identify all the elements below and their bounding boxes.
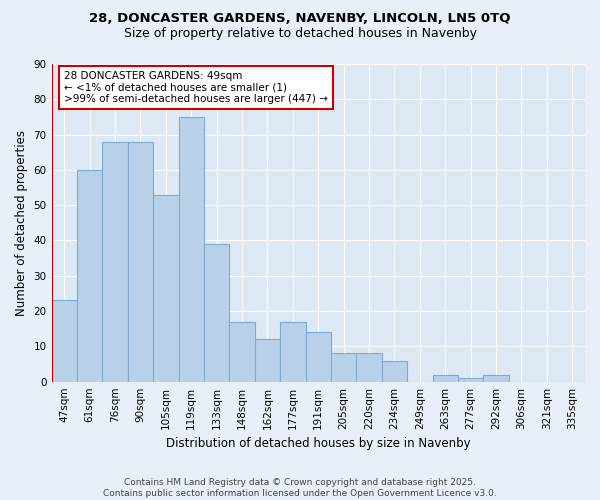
Bar — [52, 300, 77, 382]
Bar — [77, 170, 103, 382]
Y-axis label: Number of detached properties: Number of detached properties — [15, 130, 28, 316]
Bar — [179, 117, 204, 382]
Bar — [255, 340, 280, 382]
Bar — [433, 374, 458, 382]
Bar — [356, 354, 382, 382]
Text: 28 DONCASTER GARDENS: 49sqm
← <1% of detached houses are smaller (1)
>99% of sem: 28 DONCASTER GARDENS: 49sqm ← <1% of det… — [64, 71, 328, 104]
Text: 28, DONCASTER GARDENS, NAVENBY, LINCOLN, LN5 0TQ: 28, DONCASTER GARDENS, NAVENBY, LINCOLN,… — [89, 12, 511, 26]
Text: Contains HM Land Registry data © Crown copyright and database right 2025.
Contai: Contains HM Land Registry data © Crown c… — [103, 478, 497, 498]
Bar — [305, 332, 331, 382]
Bar — [103, 142, 128, 382]
Bar — [280, 322, 305, 382]
Bar — [382, 360, 407, 382]
Bar — [128, 142, 153, 382]
Bar — [153, 194, 179, 382]
Bar — [458, 378, 484, 382]
Bar — [229, 322, 255, 382]
Text: Size of property relative to detached houses in Navenby: Size of property relative to detached ho… — [124, 28, 476, 40]
Bar — [484, 374, 509, 382]
Bar — [331, 354, 356, 382]
X-axis label: Distribution of detached houses by size in Navenby: Distribution of detached houses by size … — [166, 437, 470, 450]
Bar — [204, 244, 229, 382]
